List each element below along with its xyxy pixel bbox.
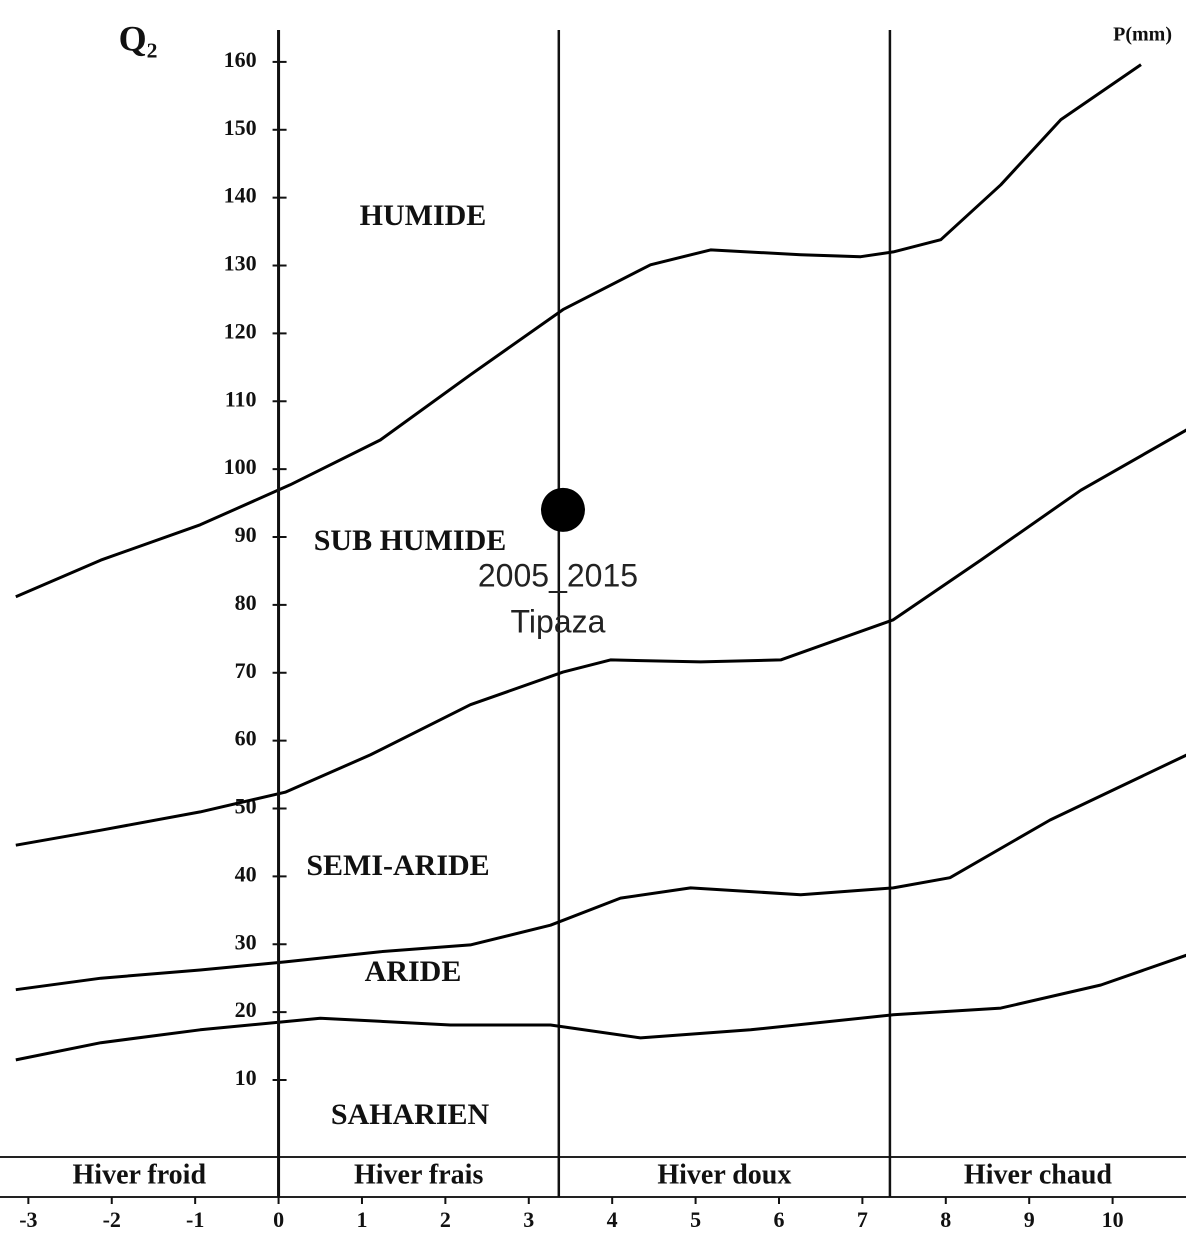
y-tick-label: 30 bbox=[235, 929, 257, 954]
zone-label: ARIDE bbox=[365, 955, 462, 988]
point-label: Tipaza bbox=[511, 603, 606, 639]
x-tick-label: 6 bbox=[773, 1207, 784, 1232]
y-axis-label: Q₂ bbox=[119, 18, 158, 58]
y-tick-label: 10 bbox=[235, 1065, 257, 1090]
unit-label: P(mm) bbox=[1113, 24, 1172, 46]
x-tick-label: -2 bbox=[103, 1207, 121, 1232]
y-tick-label: 20 bbox=[235, 997, 257, 1022]
x-tick-label: 0 bbox=[273, 1207, 284, 1232]
y-tick-label: 130 bbox=[224, 251, 257, 276]
x-tick-label: 9 bbox=[1024, 1207, 1035, 1232]
x-tick-label: 4 bbox=[607, 1207, 618, 1232]
season-label: Hiver frais bbox=[354, 1159, 483, 1190]
x-tick-label: -1 bbox=[186, 1207, 204, 1232]
zone-label: HUMIDE bbox=[360, 199, 487, 232]
y-tick-label: 70 bbox=[235, 658, 257, 683]
x-tick-label: 3 bbox=[523, 1207, 534, 1232]
zone-label: SAHARIEN bbox=[331, 1098, 490, 1131]
x-tick-label: 7 bbox=[857, 1207, 868, 1232]
x-tick-label: -3 bbox=[19, 1207, 37, 1232]
y-tick-label: 160 bbox=[224, 47, 257, 72]
boundary-curve bbox=[15, 953, 1186, 1062]
season-label: Hiver froid bbox=[73, 1159, 207, 1190]
x-tick-label: 10 bbox=[1102, 1207, 1124, 1232]
x-tick-label: 2 bbox=[440, 1207, 451, 1232]
y-tick-label: 90 bbox=[235, 522, 257, 547]
zone-label: SEMI-ARIDE bbox=[306, 849, 489, 882]
boundary-curve bbox=[15, 428, 1186, 847]
season-label: Hiver doux bbox=[657, 1159, 791, 1190]
y-tick-label: 110 bbox=[225, 386, 257, 411]
boundary-curve bbox=[15, 753, 1186, 992]
y-tick-label: 60 bbox=[235, 726, 257, 751]
x-tick-label: 1 bbox=[356, 1207, 367, 1232]
boundary-curve bbox=[15, 63, 1142, 599]
station-point bbox=[540, 487, 585, 532]
y-tick-label: 80 bbox=[235, 590, 257, 615]
point-label: 2005_2015 bbox=[478, 557, 638, 593]
x-tick-label: 8 bbox=[940, 1207, 951, 1232]
y-tick-label: 150 bbox=[224, 115, 257, 140]
y-tick-label: 100 bbox=[224, 454, 257, 479]
y-tick-label: 140 bbox=[224, 183, 257, 208]
x-tick-label: 5 bbox=[690, 1207, 701, 1232]
zone-label: SUB HUMIDE bbox=[314, 524, 507, 557]
y-tick-label: 50 bbox=[235, 794, 257, 819]
y-tick-label: 40 bbox=[235, 861, 257, 886]
y-tick-label: 120 bbox=[224, 318, 257, 343]
season-label: Hiver chaud bbox=[964, 1159, 1112, 1190]
